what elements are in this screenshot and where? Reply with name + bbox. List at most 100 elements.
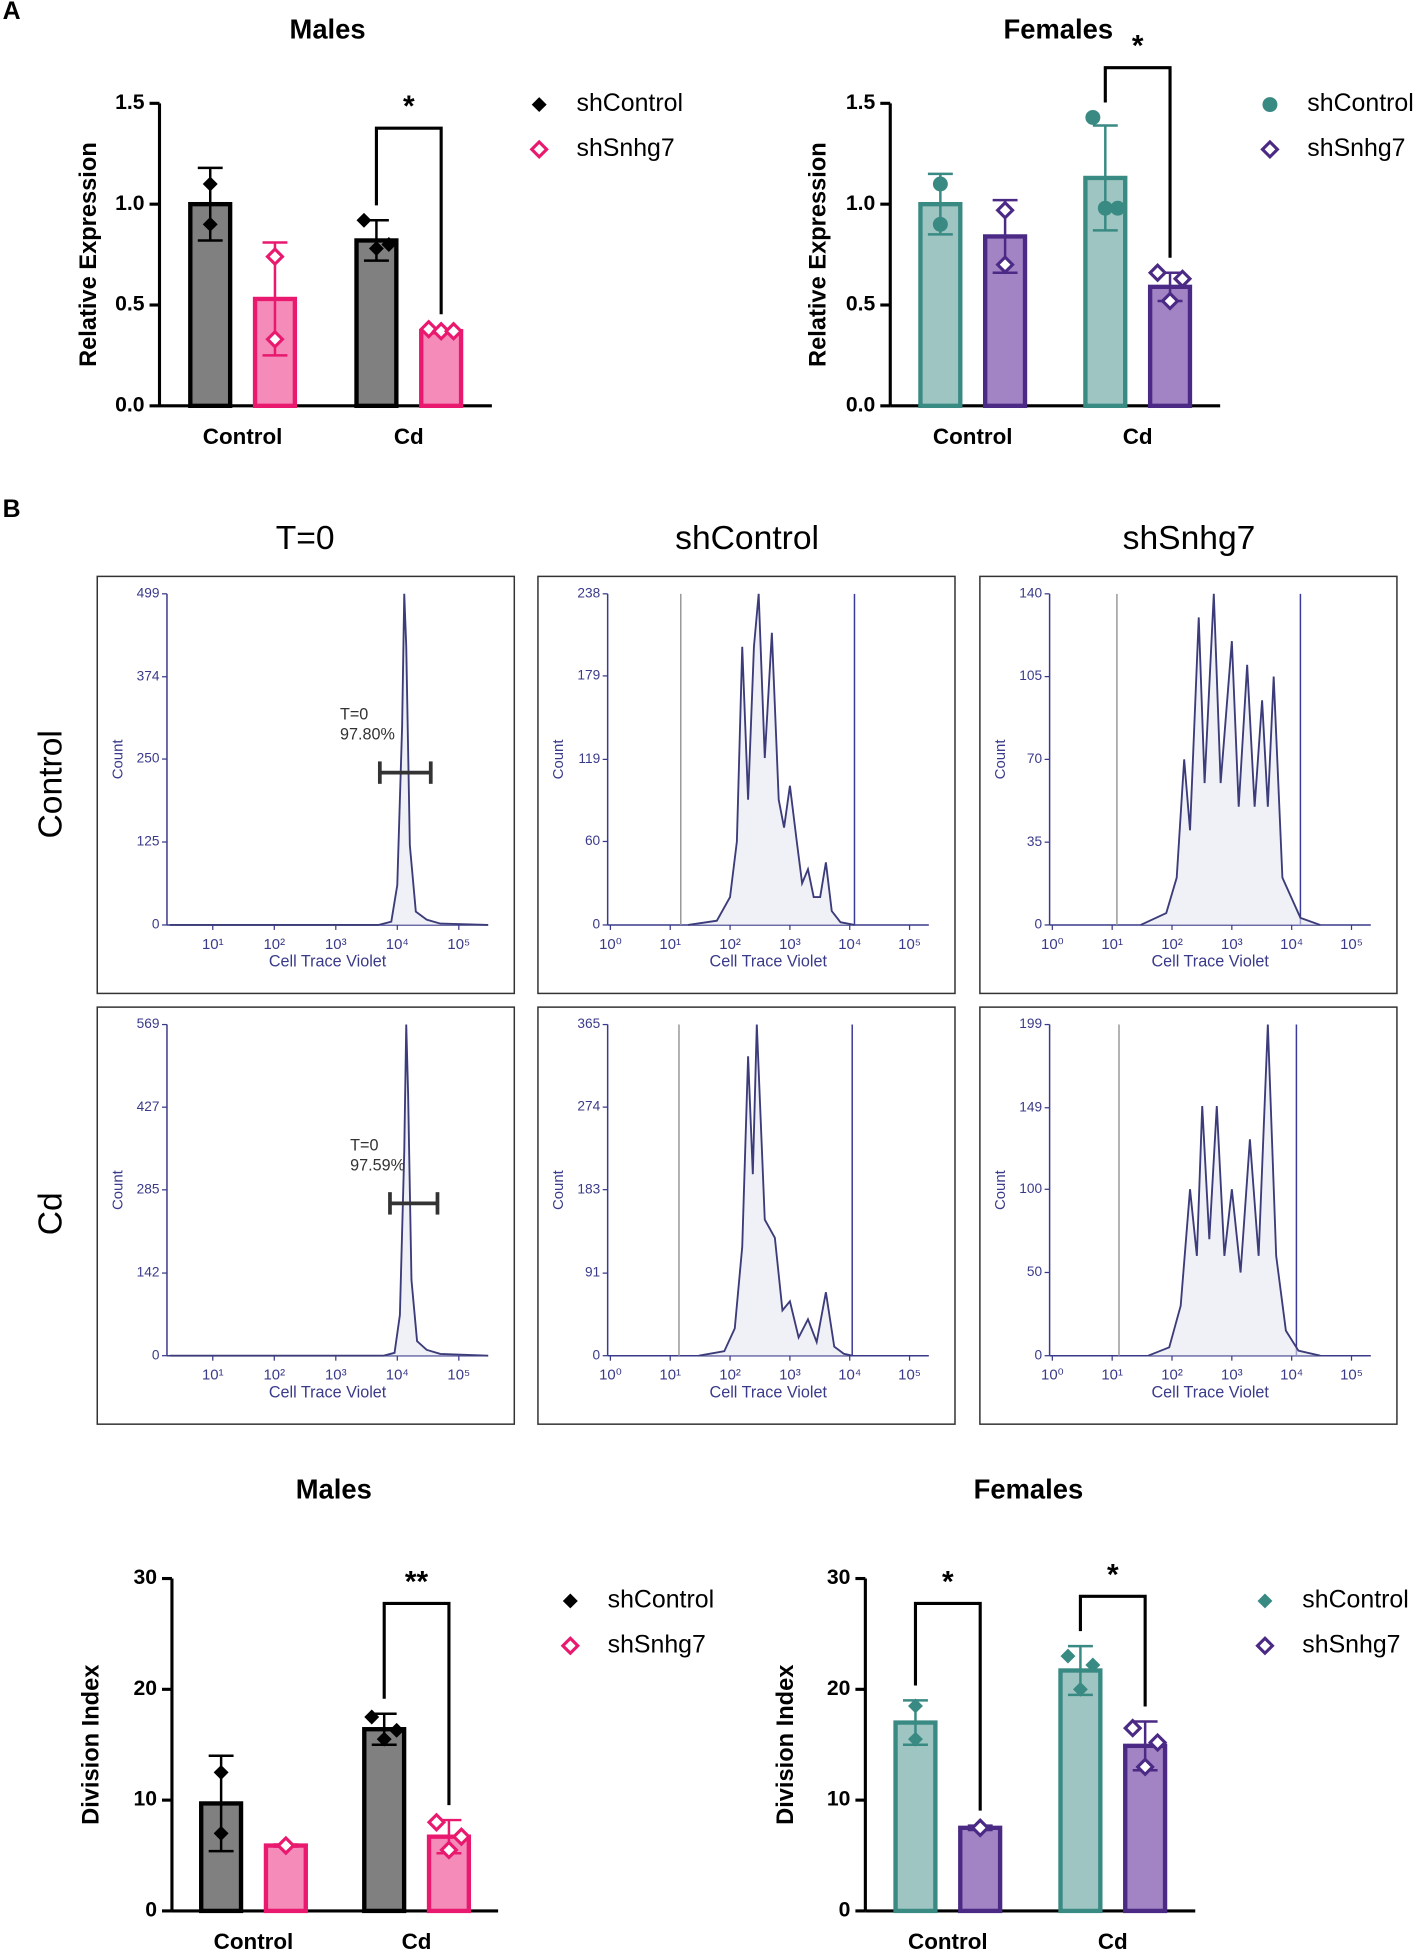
data-point [213, 1825, 229, 1841]
plot-frame [96, 575, 516, 995]
data-point [426, 1812, 447, 1832]
y-tick-label: 569 [137, 1016, 160, 1031]
x-tick-label: 10² [719, 936, 741, 953]
y-tick-label: 0.5 [846, 293, 876, 316]
significance-label: * [403, 90, 415, 123]
significance-bracket [1103, 66, 1172, 258]
data-point [932, 176, 948, 192]
y-tick-label: 1.5 [115, 91, 145, 114]
plot-frame [537, 575, 956, 995]
bar [354, 238, 399, 409]
legend-label: shSnhg7 [1307, 134, 1405, 162]
panel-label: A [3, 0, 21, 25]
legend-marker [531, 97, 547, 113]
significance-bracket [382, 1601, 451, 1806]
bar [263, 1843, 308, 1914]
x-tick-label: 10⁴ [838, 1367, 861, 1384]
y-tick-label: 0 [839, 1899, 851, 1922]
y-tick-label: 0 [593, 917, 601, 932]
histogram-line [169, 593, 489, 926]
x-tick-label: Control [908, 1929, 988, 1952]
legend-marker [562, 1593, 578, 1609]
x-axis-label: Cell Trace Violet [269, 1383, 387, 1401]
y-tick-label: 10 [133, 1788, 157, 1811]
x-tick-label: Cd [394, 424, 424, 449]
histogram-line [1147, 1024, 1321, 1357]
y-axis-label: Count [109, 739, 126, 780]
bar [958, 1825, 1003, 1914]
x-tick-label: 10¹ [659, 1367, 681, 1384]
y-tick-label: 250 [137, 751, 160, 766]
y-tick-label: 238 [577, 585, 600, 600]
x-tick-label: 10⁵ [898, 936, 921, 953]
plot-frame [96, 1006, 516, 1425]
x-axis-label: Cell Trace Violet [1151, 1383, 1269, 1401]
histogram-line [688, 593, 855, 926]
x-tick-label: Control [214, 1929, 294, 1952]
data-point [1147, 1732, 1168, 1753]
y-tick-label: 100 [1019, 1181, 1042, 1196]
gate-percent: 97.59% [350, 1156, 405, 1174]
data-point [932, 216, 948, 232]
y-tick-label: 149 [1019, 1099, 1042, 1114]
data-point [381, 237, 397, 252]
bar [419, 329, 464, 409]
bar [1058, 1668, 1103, 1914]
x-axis-label: Cell Trace Violet [710, 1383, 828, 1401]
x-axis-label: Cell Trace Violet [710, 953, 828, 971]
x-tick-label: 10⁴ [386, 1367, 409, 1384]
histogram-line [169, 1024, 489, 1357]
y-tick-label: 285 [137, 1181, 160, 1196]
y-axis-label: Division Index [773, 1665, 799, 1825]
x-tick-label: 10² [1161, 936, 1183, 953]
significance-bracket [913, 1601, 982, 1811]
y-tick-label: 10 [827, 1788, 851, 1811]
y-tick-label: 0 [1035, 1347, 1043, 1362]
x-tick-label: 10⁵ [1340, 1367, 1363, 1384]
data-point [1110, 200, 1126, 216]
y-tick-label: 0 [593, 1347, 601, 1362]
x-tick-label: 10⁵ [447, 936, 470, 953]
y-tick-label: 274 [577, 1099, 600, 1114]
data-point [202, 176, 218, 192]
x-tick-label: Control [933, 424, 1013, 449]
x-tick-label: 10¹ [1101, 936, 1123, 953]
y-tick-label: 179 [577, 668, 600, 683]
data-point [213, 1764, 229, 1780]
x-tick-label: 10⁰ [599, 1367, 622, 1384]
legend-marker [1257, 1593, 1273, 1609]
significance-label: * [1132, 30, 1144, 63]
data-point [1085, 109, 1101, 125]
significance-label: * [942, 1565, 954, 1598]
data-point [1135, 1757, 1155, 1777]
x-tick-label: 10¹ [1101, 1367, 1123, 1384]
data-point [265, 246, 285, 267]
x-tick-label: 10³ [1221, 936, 1243, 953]
y-tick-label: 1.5 [846, 91, 876, 114]
data-point [202, 216, 218, 232]
legend-label: shSnhg7 [577, 134, 675, 162]
x-tick-label: 10⁵ [898, 1367, 921, 1384]
legend-label: shSnhg7 [608, 1630, 706, 1658]
x-tick-label: 10² [263, 1367, 285, 1384]
y-tick-label: 0 [152, 1347, 160, 1362]
y-tick-label: 183 [577, 1181, 600, 1196]
data-point [995, 200, 1015, 220]
bar [893, 1720, 938, 1914]
y-axis-label: Division Index [79, 1665, 105, 1825]
row-label: Control [32, 730, 69, 838]
y-axis-label: Count [550, 1169, 567, 1210]
gate-label: T=0 [350, 1136, 378, 1154]
legend-marker [1260, 139, 1280, 160]
x-tick-label: 10¹ [659, 936, 681, 953]
x-tick-label: 10³ [325, 1367, 347, 1384]
legend-marker [1262, 97, 1278, 113]
chart-title: Females [1004, 13, 1114, 44]
x-tick-label: 10¹ [202, 936, 224, 953]
y-tick-label: 142 [137, 1265, 160, 1280]
plot-frame [979, 1006, 1398, 1425]
y-tick-label: 30 [133, 1566, 157, 1589]
y-axis-label: Relative Expression [76, 142, 102, 367]
y-axis-label: Relative Expression [806, 142, 832, 367]
